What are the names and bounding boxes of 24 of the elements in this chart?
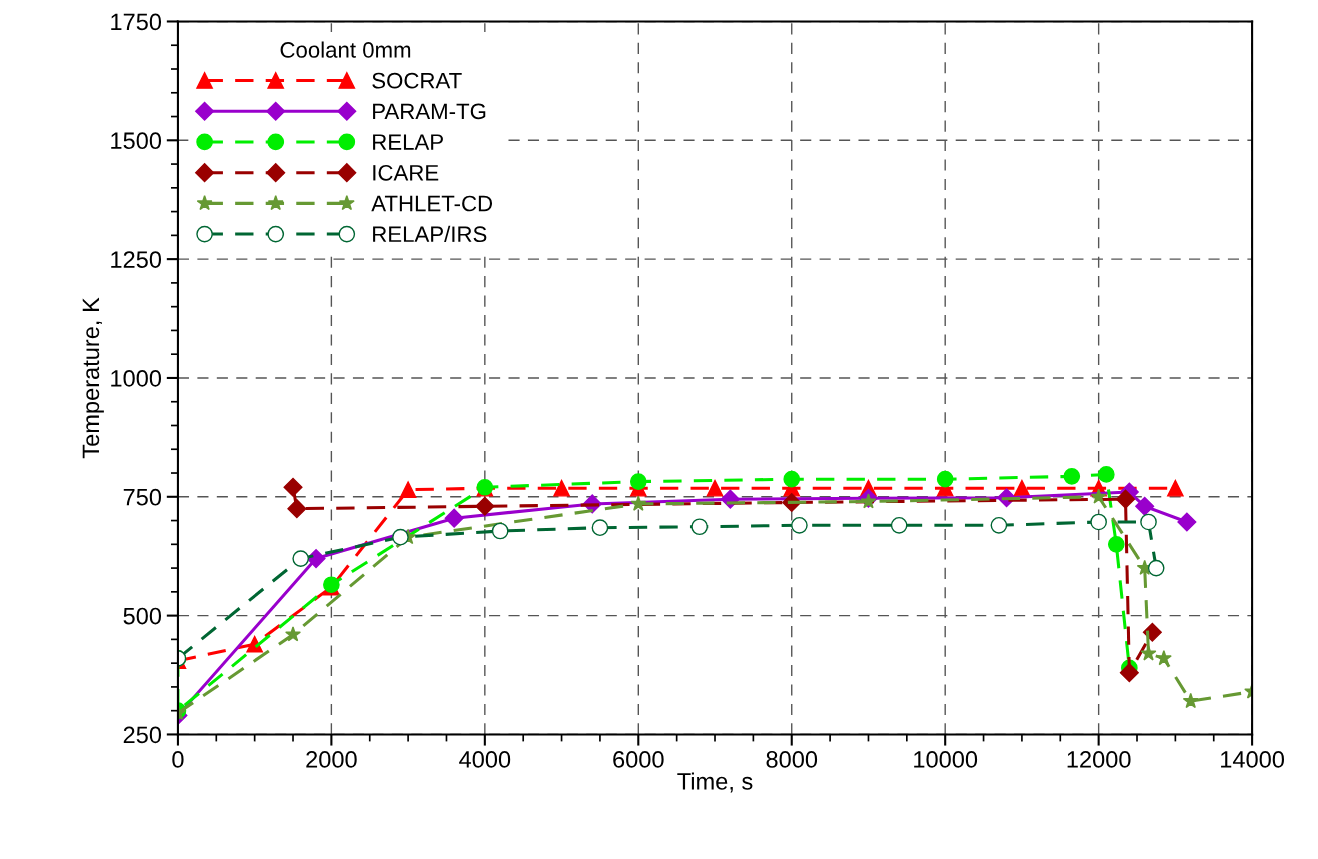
y-tick-label: 1250 xyxy=(111,251,162,268)
y-axis-title: Temperature, K xyxy=(82,297,104,459)
legend-label: SOCRAT xyxy=(372,72,462,89)
legend-label: ICARE xyxy=(373,164,439,181)
y-tick-label: 1750 xyxy=(111,13,162,31)
y-tick-label: 1500 xyxy=(111,132,162,150)
x-tick-label: 12000 xyxy=(1067,751,1131,768)
x-tick-label: 8000 xyxy=(766,751,818,768)
legend-label: RELAP xyxy=(373,134,443,150)
x-tick-label: 14000 xyxy=(1221,751,1285,768)
x-tick-label: 2000 xyxy=(306,751,357,768)
x-tick-label: 6000 xyxy=(613,751,664,768)
y-tick-label: 1000 xyxy=(111,370,162,387)
x-axis-title: Time, s xyxy=(677,772,753,793)
y-tick-label: 250 xyxy=(123,726,162,744)
legend-label: ATHLET-CD xyxy=(371,195,493,212)
x-tick-label: 10000 xyxy=(914,751,978,768)
legend-label: RELAP/IRS xyxy=(373,225,487,243)
legend-label: PARAM-TG xyxy=(373,103,486,120)
x-tick-label: 4000 xyxy=(459,751,511,768)
legend-title: Coolant 0mm xyxy=(280,41,411,58)
y-tick-label: 750 xyxy=(123,488,162,506)
y-tick-label: 500 xyxy=(123,607,162,625)
x-tick-label: 0 xyxy=(172,751,184,768)
